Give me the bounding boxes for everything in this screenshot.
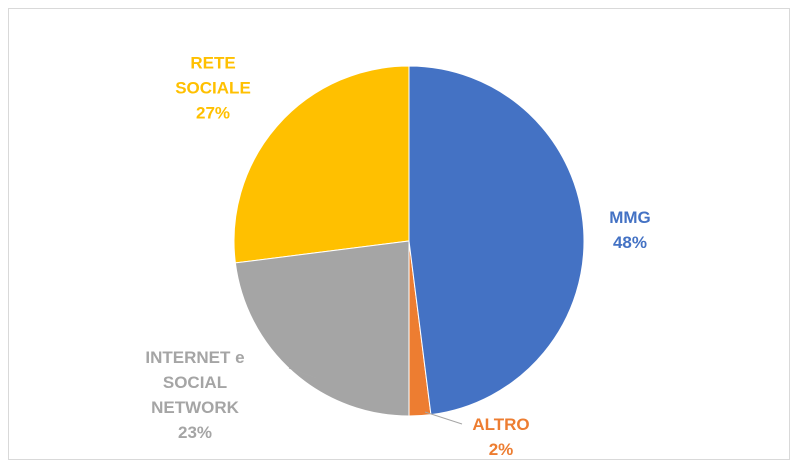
value-label: 23% [177,423,213,442]
category-label: ALTRO [472,415,530,434]
category-label: INTERNET e SOCIAL NETWORK [145,348,245,417]
data-label: RETE SOCIALE 27% [168,51,258,126]
data-label: INTERNET e SOCIAL NETWORK 23% [138,345,253,445]
data-label: ALTRO 2% [472,412,529,462]
value-label: 2% [488,440,514,459]
category-label: MMG [609,208,651,227]
leader-line [288,367,317,379]
pie-slice [234,240,410,417]
pie-slice [233,65,410,264]
value-label: 48% [612,233,648,252]
data-label: MMG 48% [609,205,651,255]
leader-line [424,411,463,425]
category-label: RETE SOCIALE [175,53,251,98]
pie-slice [408,65,585,416]
value-label: 27% [195,103,231,123]
